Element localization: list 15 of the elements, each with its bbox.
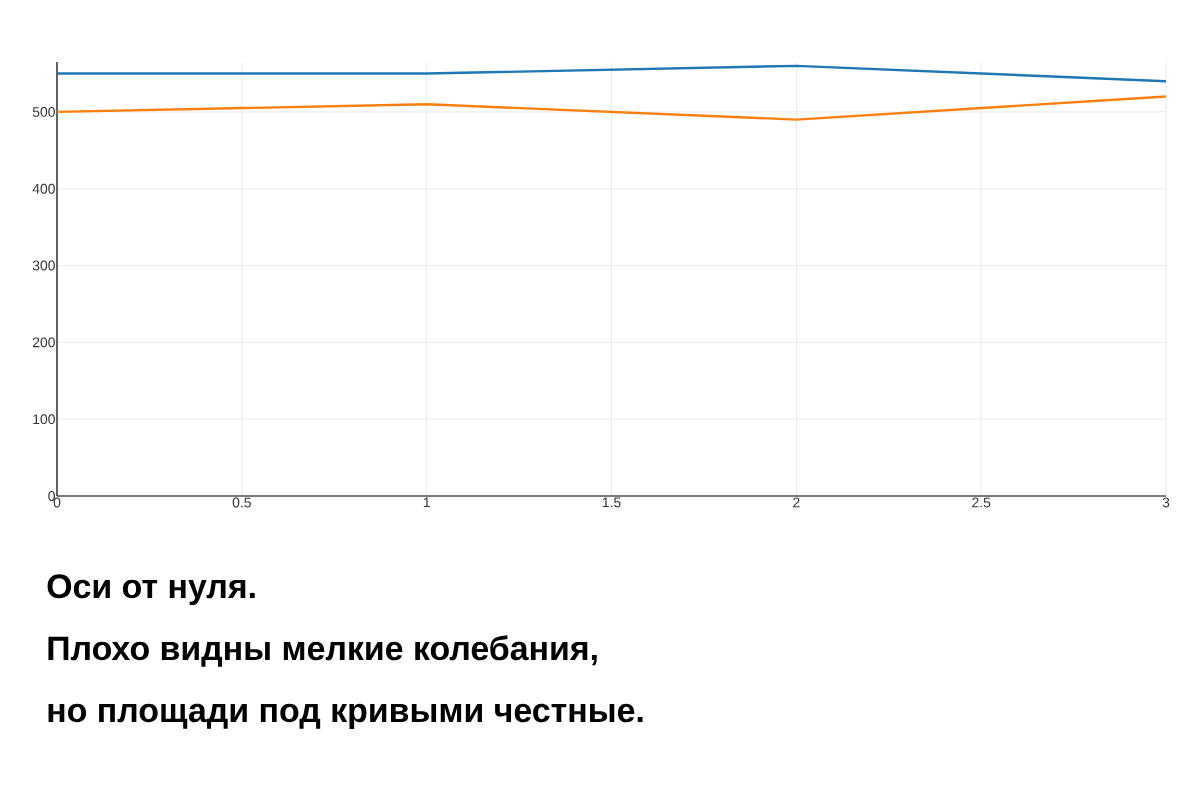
x-tick-label: 2.5 bbox=[972, 497, 991, 508]
x-tick-label: 3 bbox=[1162, 497, 1170, 508]
x-tick-label: 1 bbox=[423, 497, 430, 508]
text: Оси от нуля. bbox=[47, 574, 255, 606]
x-tick-label: 2 bbox=[793, 497, 800, 508]
y-tick-label: 500 bbox=[32, 106, 55, 117]
line-series bbox=[55, 95, 1168, 121]
y-tick-label: 100 bbox=[33, 414, 55, 425]
text: Плохо видны мелкие колебания, bbox=[48, 635, 597, 667]
y-tick-label: 400 bbox=[32, 183, 55, 194]
y-tick-label: 300 bbox=[32, 260, 55, 271]
text: но площади под кривыми честные. bbox=[48, 703, 643, 730]
x-tick-label: 0.5 bbox=[232, 497, 251, 508]
x-tick-label: 1.5 bbox=[602, 497, 621, 508]
y-tick-label: 200 bbox=[32, 337, 55, 348]
